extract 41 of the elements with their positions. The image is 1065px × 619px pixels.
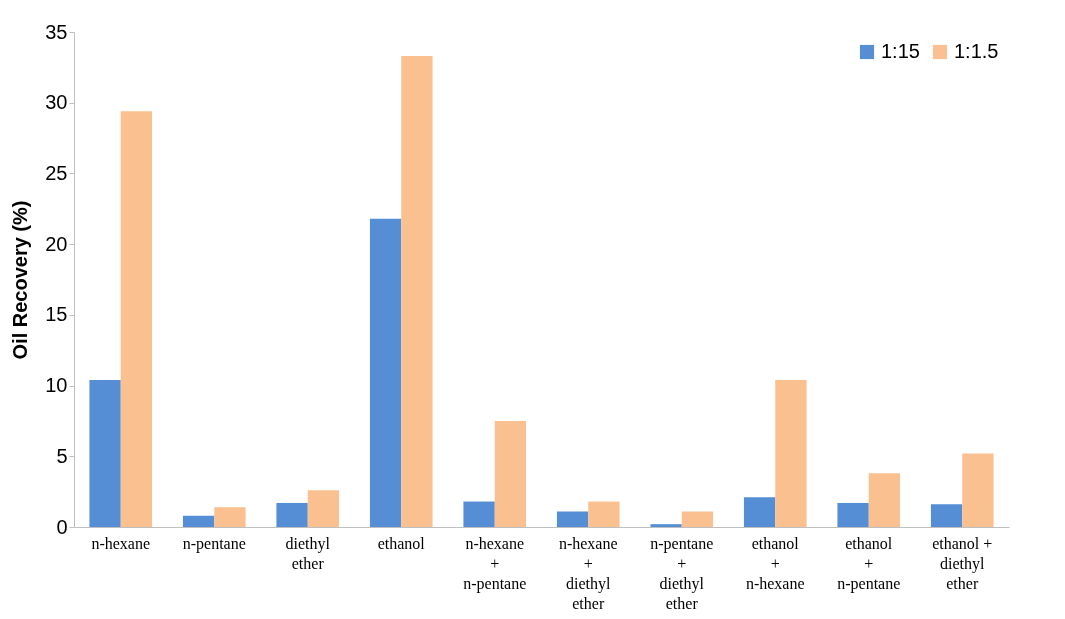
bar	[120, 111, 153, 527]
bar	[401, 56, 433, 527]
y-tick-label: 10	[45, 374, 68, 397]
x-tick-label: n-hexane + diethyl ether	[558, 534, 618, 612]
bar	[775, 379, 807, 527]
x-tick-label: ethanol + n-hexane	[745, 534, 805, 592]
legend-label: 1:15	[881, 40, 920, 62]
x-tick-label: n-pentane	[182, 534, 246, 553]
bar	[868, 473, 901, 527]
bar	[930, 504, 963, 527]
bar	[743, 497, 776, 527]
bar	[494, 420, 527, 527]
y-tick-label: 30	[45, 91, 68, 114]
x-tick-label: diethyl ether	[285, 534, 331, 572]
bar	[681, 511, 714, 527]
bar	[962, 453, 994, 527]
y-tick-label: 0	[56, 515, 68, 538]
bar	[182, 515, 215, 527]
bar	[837, 502, 869, 527]
y-tick-label: 35	[45, 20, 68, 43]
x-tick-label: n-hexane	[91, 534, 151, 552]
x-tick-label: n-pentane + diethyl ether	[650, 534, 714, 612]
bar	[463, 501, 495, 527]
x-tick-label: n-hexane + n-pentane	[463, 534, 527, 593]
y-tick-label: 20	[45, 232, 68, 255]
bar	[369, 218, 402, 527]
x-tick-label: ethanol + diethyl ether	[932, 534, 993, 592]
y-tick-label: 25	[45, 161, 68, 184]
y-tick-label: 5	[56, 444, 68, 467]
bar	[89, 379, 121, 527]
bar	[588, 501, 620, 527]
y-tick-label: 15	[45, 303, 68, 326]
bar	[214, 507, 246, 527]
bar	[276, 502, 308, 527]
y-axis-title: Oil Recovery (%)	[9, 200, 32, 360]
x-tick-label: ethanol	[377, 534, 426, 552]
x-tick-label: ethanol + n-pentane	[837, 534, 901, 593]
legend-label: 1:1.5	[954, 40, 999, 62]
bar	[650, 524, 682, 527]
bar	[556, 511, 589, 527]
bar	[307, 490, 340, 527]
